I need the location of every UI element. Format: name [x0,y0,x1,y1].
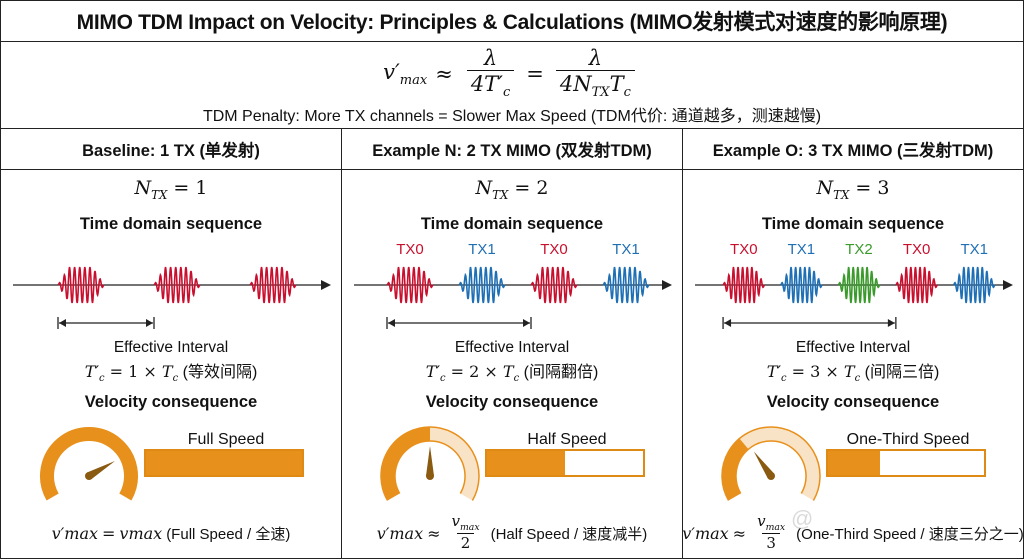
formula-band: v′max ≈ λ 4T′c = λ 4NTXTc TDM Penalty: M… [1,42,1023,129]
equals-sign: = [526,62,544,86]
speed-bar-fill [487,451,565,475]
gauge-hub [426,472,434,480]
time-sequence-waveform: TX0 TX1 TX0 TX1 [354,241,672,329]
gauge-fill [722,438,749,501]
velocity-heading: Velocity consequence [425,393,599,411]
tdm-penalty-text: TDM Penalty: More TX channels = Slower M… [202,108,822,125]
speedometer-gauge [380,426,480,501]
tx-label: TX0 [396,241,424,258]
speed-label: Half Speed [527,431,607,448]
pulse-burst-tx1 [602,266,650,304]
pulse-burst-tx0 [386,266,434,304]
speedometer-gauge [40,427,138,501]
ntx-value: NTX = 1 [134,177,208,202]
effective-interval-label: Effective Interval [113,339,229,356]
speed-fraction: vmax 3 [757,512,786,553]
velocity-relation: v′ max = v max (Full Speed / 全速) [51,523,291,543]
time-axis-arrow [321,280,331,290]
effective-interval-formula: T′c = 2 × Tc (间隔翻倍) [425,362,599,385]
pulse-burst-tx2 [837,266,881,304]
sequence-heading: Time domain sequence [761,215,945,233]
gauge-hub [767,472,775,480]
speed-label: Full Speed [187,431,265,448]
pulse-burst-tx0 [722,266,766,304]
panel-header: Example O: 3 TX MIMO (三发射TDM) [683,129,1023,170]
gauge-needle [753,451,775,479]
effective-interval-bracket [57,317,155,329]
sequence-heading: Time domain sequence [420,215,604,233]
pulse-burst-tx1 [458,266,506,304]
pulse-burst-tx0 [530,266,578,304]
gauge-outline [721,426,821,501]
tx-label: TX1 [960,241,988,258]
main-formula: v′max ≈ λ 4T′c = λ 4NTXTc [1,46,1023,102]
time-axis-arrow [1003,280,1013,290]
tx-label: TX0 [730,241,758,258]
pulse-burst-tx0 [895,266,938,304]
time-sequence-waveform: TX0 TX1 TX2 TX0 TX1 [695,241,1013,329]
time-sequence-waveform [13,266,331,329]
approx-sign: ≈ [435,62,453,86]
pulse-burst-tx0 [57,266,105,304]
fraction-2: λ 4NTXTc [555,46,635,101]
gauge-outline-inner [394,440,466,494]
gauge-fill [381,427,431,501]
watermark: @ [791,506,814,531]
velocity-relation: v′ max ≈ vmax 2 (Half Speed / 速度减半) [376,512,648,553]
effective-interval-formula: T′c = 1 × Tc (等效间隔) [84,362,258,385]
speed-bar-fill [828,451,880,475]
speed-label: One-Third Speed [846,431,970,448]
speed-bar [485,449,645,477]
gauge-outline [380,426,480,501]
speedometer-gauge [721,426,821,501]
effective-interval-bracket [386,317,532,329]
panel-3: Example O: 3 TX MIMO (三发射TDM) NTX = 3 Ti… [682,129,1024,558]
speed-fraction: vmax 2 [451,512,480,553]
tx-label: TX1 [468,241,496,258]
gauge-needle [87,461,115,480]
panel-1: Baseline: 1 TX (单发射) NTX = 1 Time domain… [1,129,342,558]
pulse-burst-tx1 [780,266,823,304]
fraction-1: λ 4T′c [466,46,515,101]
velocity-heading: Velocity consequence [84,393,258,411]
gauge-needle [426,446,434,476]
effective-interval-label: Effective Interval [454,339,570,356]
pulse-burst-tx0 [153,266,201,304]
speed-bar [144,449,304,477]
sequence-heading: Time domain sequence [79,215,263,233]
velocity-heading: Velocity consequence [766,393,940,411]
time-axis-arrow [662,280,672,290]
effective-interval-formula: T′c = 3 × Tc (间隔三倍) [766,362,940,385]
gauge-outline-inner [735,440,807,494]
ntx-value: NTX = 3 [816,177,890,202]
gauge-hub [85,472,93,480]
ntx-value: NTX = 2 [475,177,549,202]
effective-interval-label: Effective Interval [795,339,911,356]
velocity-relation: v′ max ≈ vmax 3 (One-Third Speed / 速度三分之一) [682,512,1024,553]
panel-header: Example N: 2 TX MIMO (双发射TDM) [342,129,682,170]
speed-bar [826,449,986,477]
page-title: MIMO TDM Impact on Velocity: Principles … [1,1,1023,42]
tx-label: TX1 [612,241,640,258]
vmax-prime: v′max [383,59,428,89]
pulse-burst-tx1 [952,266,996,304]
tx-label: TX0 [903,241,931,258]
panel-header: Baseline: 1 TX (单发射) [1,129,341,170]
panel-2: Example N: 2 TX MIMO (双发射TDM) NTX = 2 Ti… [342,129,683,558]
gauge-track [40,427,138,501]
effective-interval-bracket [722,317,897,329]
pulse-burst-tx0 [249,266,297,304]
speed-bar-fill [146,451,302,475]
tx-label: TX1 [788,241,816,258]
tx-label: TX0 [540,241,568,258]
tx-label: TX2 [845,241,873,258]
